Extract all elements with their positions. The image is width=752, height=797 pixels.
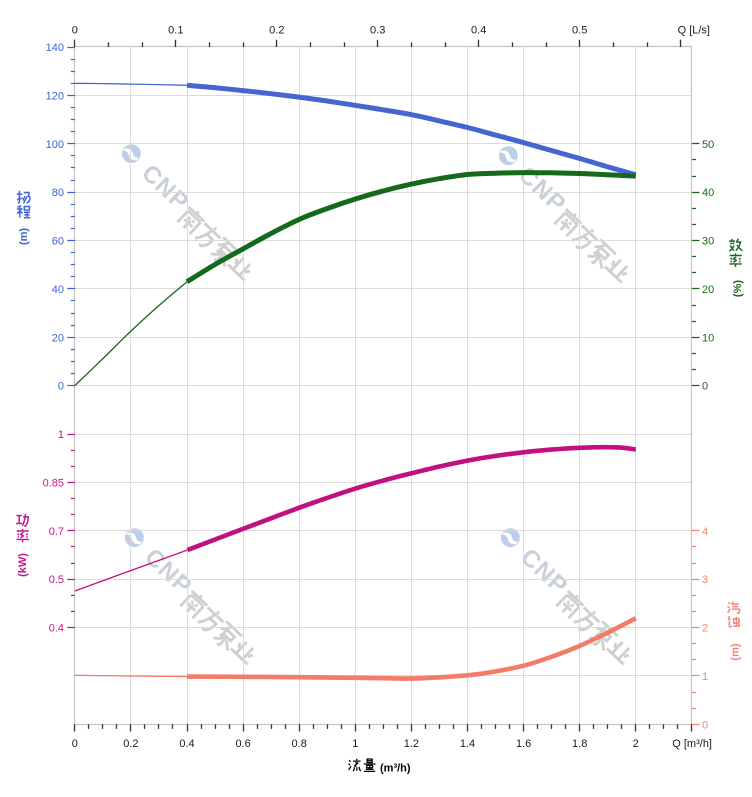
svg-text:0.3: 0.3	[370, 25, 385, 37]
svg-text:100: 100	[46, 139, 64, 151]
svg-text:1: 1	[58, 429, 64, 441]
svg-text:4: 4	[702, 526, 708, 538]
svg-text:0: 0	[702, 719, 708, 731]
svg-text:(%): (%)	[732, 280, 744, 297]
svg-text:20: 20	[702, 284, 714, 296]
svg-text:0.5: 0.5	[49, 574, 64, 586]
svg-text:0.8: 0.8	[292, 738, 307, 750]
svg-text:0: 0	[702, 381, 708, 393]
svg-text:0.7: 0.7	[49, 526, 64, 538]
svg-text:40: 40	[702, 187, 714, 199]
svg-text:(m): (m)	[18, 228, 30, 245]
svg-text:0.2: 0.2	[269, 25, 284, 37]
svg-text:0.6: 0.6	[235, 738, 250, 750]
svg-text:(m³/h): (m³/h)	[380, 763, 411, 775]
svg-text:40: 40	[52, 284, 64, 296]
svg-text:0.2: 0.2	[123, 738, 138, 750]
svg-text:(kW): (kW)	[17, 553, 29, 577]
svg-text:Q [m³/h]: Q [m³/h]	[672, 738, 712, 750]
svg-text:1.2: 1.2	[404, 738, 419, 750]
svg-text:50: 50	[702, 139, 714, 151]
svg-text:1.4: 1.4	[460, 738, 475, 750]
svg-text:1: 1	[702, 671, 708, 683]
svg-text:0.1: 0.1	[168, 25, 183, 37]
svg-text:0: 0	[72, 738, 78, 750]
svg-text:60: 60	[52, 236, 64, 248]
svg-text:2: 2	[702, 623, 708, 635]
svg-text:30: 30	[702, 236, 714, 248]
svg-text:2: 2	[633, 738, 639, 750]
svg-text:0.4: 0.4	[49, 623, 64, 635]
svg-text:10: 10	[702, 332, 714, 344]
svg-text:80: 80	[52, 187, 64, 199]
svg-text:0: 0	[58, 381, 64, 393]
svg-text:0.4: 0.4	[471, 25, 486, 37]
svg-text:120: 120	[46, 90, 64, 102]
svg-text:(m): (m)	[729, 643, 741, 660]
svg-text:0.4: 0.4	[179, 738, 194, 750]
svg-text:140: 140	[46, 42, 64, 54]
svg-text:1: 1	[352, 738, 358, 750]
svg-text:1.6: 1.6	[516, 738, 531, 750]
svg-text:Q [L/s]: Q [L/s]	[678, 25, 710, 37]
svg-text:0: 0	[72, 25, 78, 37]
svg-text:0.5: 0.5	[572, 25, 587, 37]
svg-text:20: 20	[52, 332, 64, 344]
svg-text:0.85: 0.85	[43, 477, 64, 489]
svg-text:1.8: 1.8	[572, 738, 587, 750]
svg-text:3: 3	[702, 574, 708, 586]
